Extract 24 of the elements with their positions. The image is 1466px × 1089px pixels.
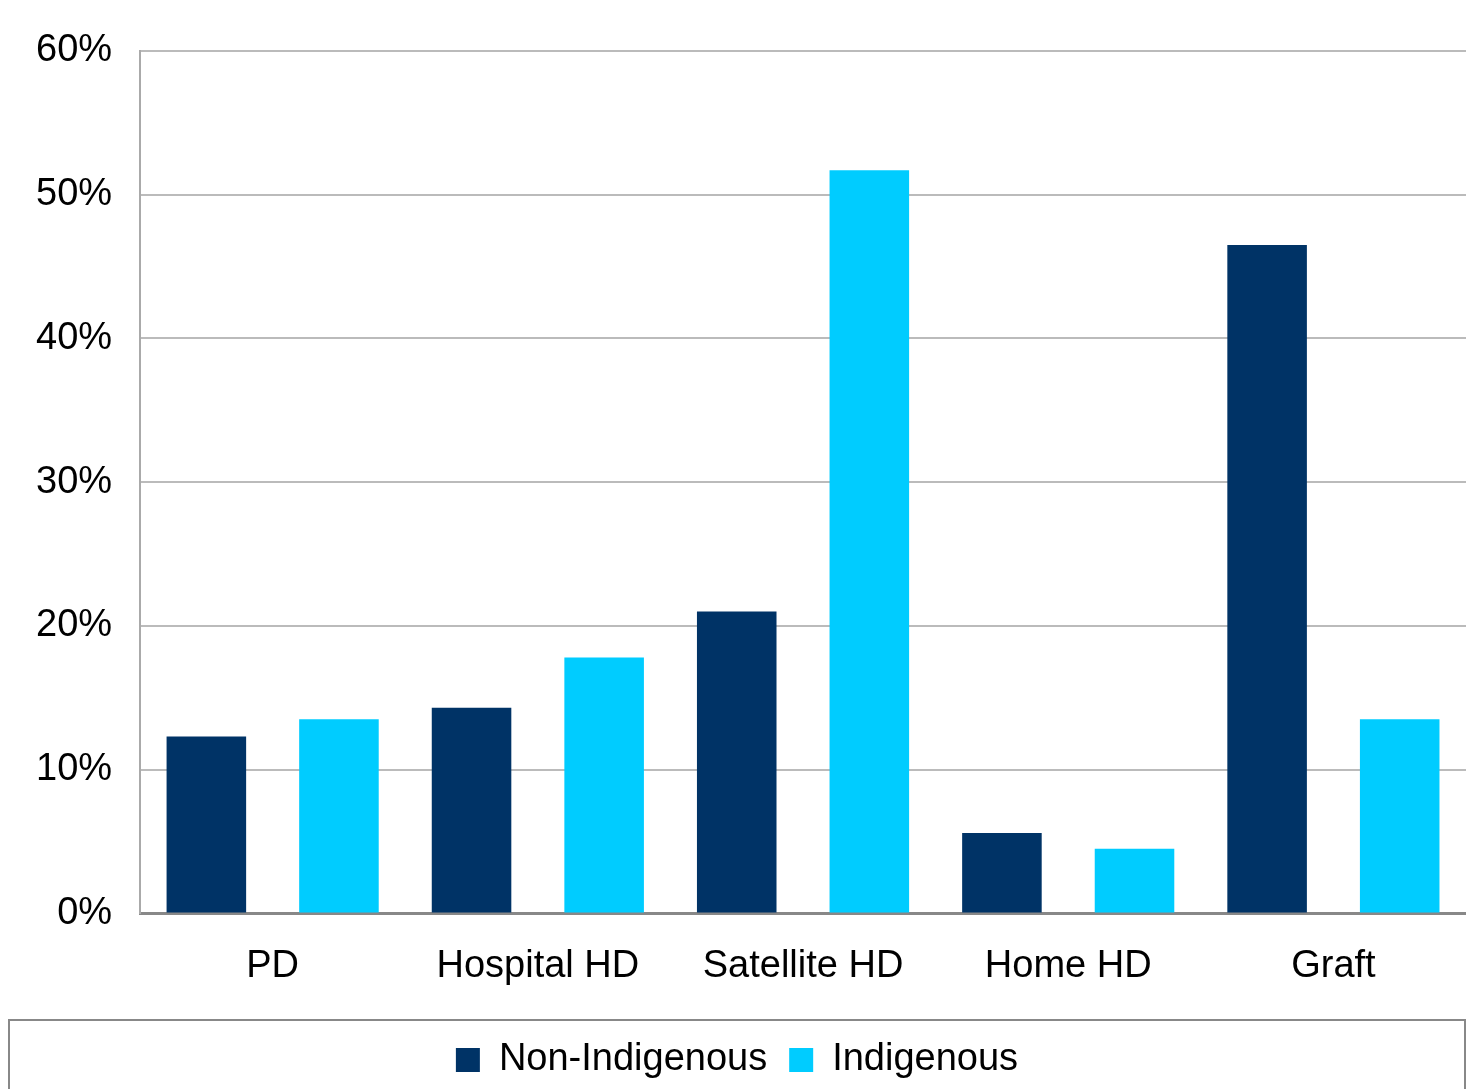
bar [1359,719,1440,913]
bar [962,832,1042,913]
bar [696,611,777,913]
bar [1227,244,1307,913]
bar [166,736,247,913]
bar [1094,848,1175,913]
x-tick-label: Home HD [984,942,1152,985]
y-tick-label: 10% [35,746,113,789]
y-tick-label: 30% [35,458,113,501]
x-tick-label: PD [246,942,300,985]
y-tick-label: 50% [35,171,113,214]
legend-label: Indigenous [832,1036,1019,1079]
y-tick-label: 0% [57,889,113,932]
bar [564,657,644,913]
legend-label: Non-Indigenous [498,1036,768,1079]
bar [431,707,512,913]
bar [829,170,910,913]
x-tick-label: Graft [1291,942,1377,985]
y-tick-label: 40% [35,314,113,357]
bar [299,719,379,913]
y-tick-label: 60% [35,27,113,70]
x-tick-label: Hospital HD [436,942,640,985]
x-tick-label: Satellite HD [702,942,904,985]
y-tick-label: 20% [35,602,113,645]
